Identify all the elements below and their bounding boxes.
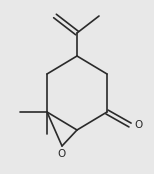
Text: O: O [134,120,142,130]
Text: O: O [57,149,65,159]
